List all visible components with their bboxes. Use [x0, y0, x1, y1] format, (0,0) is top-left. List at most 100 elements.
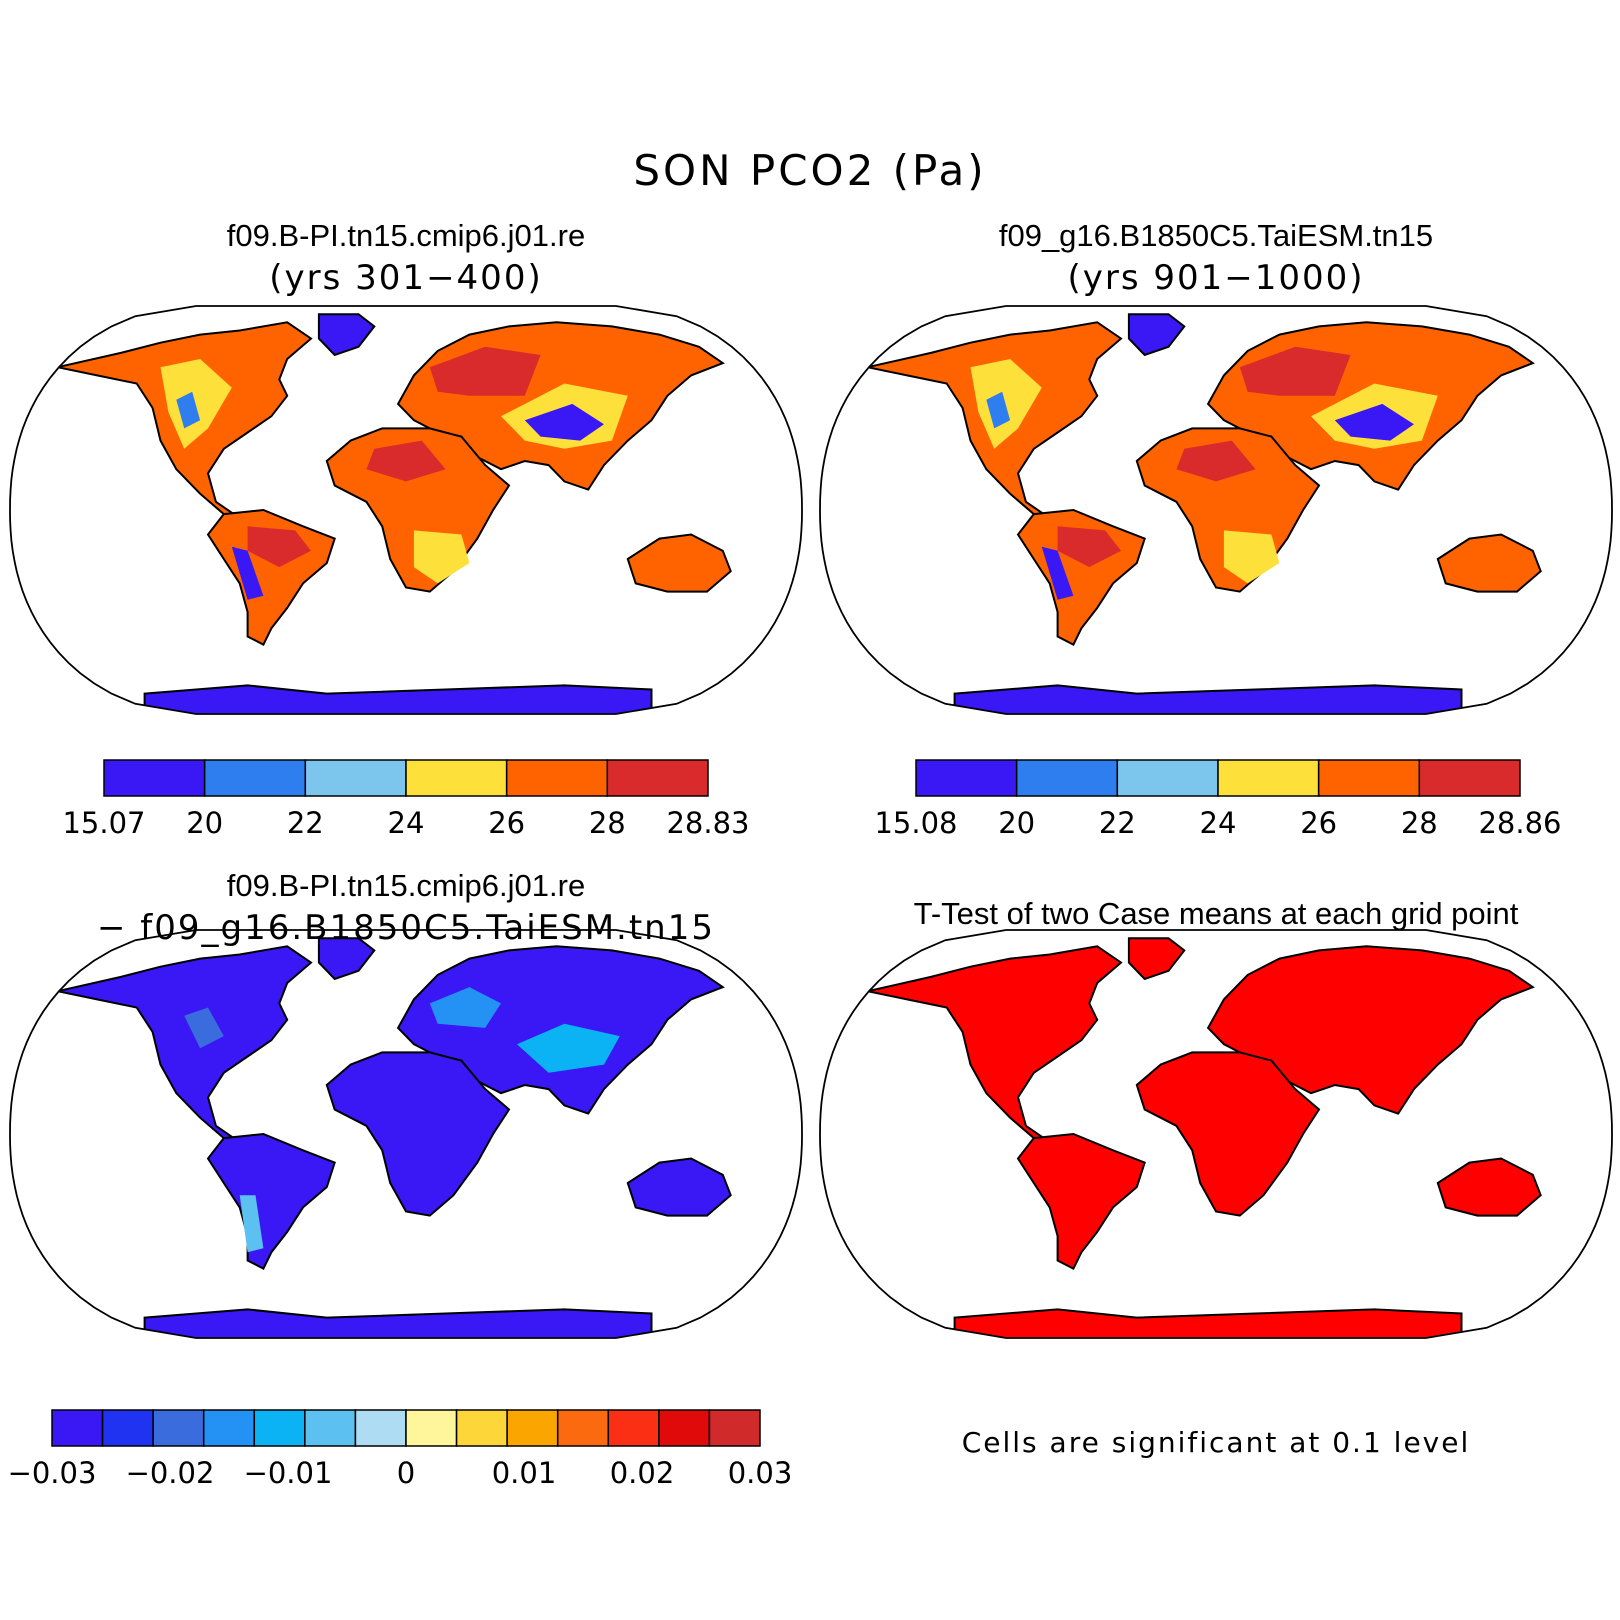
colorbar-tick-label: 28 — [589, 806, 626, 840]
contour-patch — [524, 403, 604, 441]
figure-title: SON PCO2 (Pa) — [633, 146, 987, 195]
map-frame — [9, 929, 803, 1339]
colorbar-swatch — [202, 1409, 256, 1447]
contour-patch — [413, 530, 470, 584]
contour-patch — [651, 546, 715, 580]
colorbar-swatch — [1418, 759, 1521, 797]
contour-patch — [1136, 322, 1169, 339]
contour-patch — [231, 546, 264, 600]
map-frame — [819, 305, 1613, 715]
contour-patch — [516, 1023, 620, 1073]
colorbar-tick-label: 0.02 — [610, 1456, 675, 1490]
contour-patch — [429, 987, 501, 1028]
map-frame — [819, 929, 1613, 1339]
contour-patch — [1461, 546, 1525, 580]
colorbar-tick-label: 28.83 — [666, 806, 749, 840]
colorbar-swatch — [51, 1409, 104, 1447]
colorbar-swatch — [505, 759, 609, 797]
contour-patch — [1176, 440, 1256, 482]
panel-ttest-title: T-Test of two Case means at each grid po… — [913, 896, 1519, 931]
colorbar-swatch — [152, 1409, 205, 1447]
antarctica-landmass — [143, 684, 653, 714]
panel-case2-title: f09_g16.B1850C5.TaiESM.tn15 — [998, 218, 1434, 253]
map-ttest — [819, 929, 1613, 1339]
panel-ttest-note: Cells are significant at 0.1 level — [961, 1426, 1471, 1459]
colorbar-tick-label: 22 — [287, 806, 324, 840]
colorbar-tick-label: 20 — [998, 806, 1035, 840]
contour-patch — [239, 1195, 264, 1253]
contour-patch — [986, 391, 1011, 429]
panel-case1-title: f09.B-PI.tn15.cmip6.j01.re — [226, 218, 586, 253]
colorbar-swatch — [606, 759, 709, 797]
north-america-landmass — [867, 945, 1123, 1144]
panel-difference-subtitle: − f09_g16.B1850C5.TaiESM.tn15 — [97, 908, 715, 948]
contour-patch — [429, 346, 541, 396]
colorbar-tick-label: −0.02 — [126, 1456, 215, 1490]
south-america-landmass — [206, 1132, 336, 1270]
colorbar-swatch — [1317, 759, 1421, 797]
colorbar-swatch — [354, 1409, 407, 1447]
australia-landmass — [626, 1157, 732, 1217]
antarctica-landmass — [953, 1308, 1463, 1338]
colorbar-swatch — [1217, 759, 1320, 797]
map-case1 — [9, 305, 803, 715]
greenland-landmass — [317, 937, 376, 981]
colorbar-tick-label: 28.86 — [1478, 806, 1561, 840]
colorbar-tick-label: 26 — [1300, 806, 1337, 840]
panel-case2-subtitle: (yrs 901−1000) — [1067, 258, 1365, 298]
colorbar-swatch — [915, 759, 1018, 797]
colorbar-swatch — [103, 759, 206, 797]
australia-landmass — [1436, 1157, 1542, 1217]
contour-patch — [184, 1007, 224, 1049]
colorbar-tick-label: 15.08 — [874, 806, 957, 840]
colorbar-tick-label: 15.07 — [62, 806, 145, 840]
colorbar-case2: 15.08 20 22 24 26 28 28.86 — [874, 759, 1562, 840]
colorbar-swatch — [203, 759, 307, 797]
colorbar-case1: 15.07 20 22 24 26 28 28.83 — [62, 759, 750, 840]
colorbar-swatch — [304, 759, 407, 797]
antarctica-landmass — [143, 1308, 653, 1338]
contour-patch — [160, 359, 232, 449]
antarctica-landmass — [953, 684, 1463, 714]
colorbar-swatch — [1015, 759, 1119, 797]
contour-patch — [1041, 546, 1074, 600]
colorbar-tick-label: 24 — [1200, 806, 1237, 840]
greenland-landmass — [1127, 937, 1186, 981]
colorbar-swatch — [556, 1409, 610, 1447]
contour-patch — [176, 391, 201, 429]
panel-case1-subtitle: (yrs 301−400) — [269, 258, 543, 298]
south-america-landmass — [1016, 1132, 1146, 1270]
colorbar-swatch — [658, 1409, 711, 1447]
colorbar-swatch — [708, 1409, 761, 1447]
colorbar-swatch — [304, 1409, 357, 1447]
colorbar-swatch — [455, 1409, 508, 1447]
map-frame — [9, 305, 803, 715]
colorbar-tick-label: 20 — [186, 806, 223, 840]
contour-patch — [970, 359, 1042, 449]
map-difference — [9, 929, 803, 1339]
colorbar-tick-label: 22 — [1099, 806, 1136, 840]
colorbar-swatch — [1116, 759, 1219, 797]
colorbar-tick-label: 24 — [388, 806, 425, 840]
colorbar-swatch — [405, 759, 508, 797]
colorbar-difference: −0.03 −0.02 −0.01 0 0.01 0.02 0.03 — [8, 1409, 792, 1490]
panel-difference-title: f09.B-PI.tn15.cmip6.j01.re — [226, 868, 586, 903]
colorbar-swatch — [405, 1409, 458, 1447]
colorbar-tick-label: 26 — [488, 806, 525, 840]
contour-patch — [1223, 530, 1280, 584]
colorbar-swatch — [101, 1409, 154, 1447]
colorbar-tick-label: −0.01 — [244, 1456, 333, 1490]
contour-patch — [247, 526, 311, 568]
colorbar-tick-label: 28 — [1401, 806, 1438, 840]
colorbar-swatch — [253, 1409, 306, 1447]
colorbar-swatch — [607, 1409, 660, 1447]
map-case2 — [819, 305, 1613, 715]
colorbar-tick-label: 0.01 — [492, 1456, 557, 1490]
contour-patch — [1334, 403, 1414, 441]
colorbar-swatch — [506, 1409, 559, 1447]
contour-patch — [1057, 526, 1121, 568]
africa-landmass — [325, 1051, 511, 1217]
colorbar-tick-label: 0 — [397, 1456, 415, 1490]
